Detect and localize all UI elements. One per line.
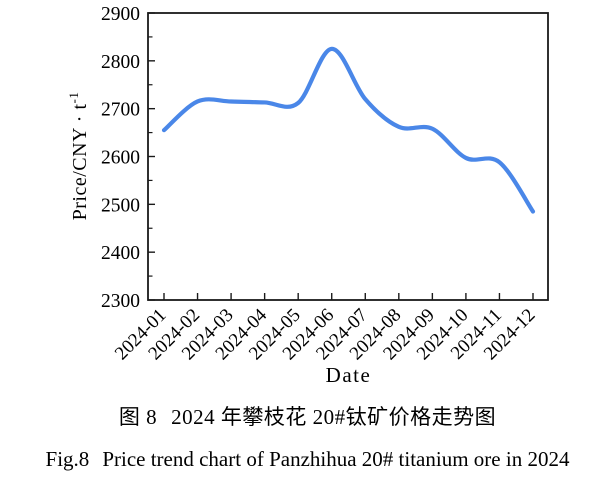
chart-area: 2300 2400 2500 2600 2700 2800 2900 2024-01 2024-… <box>66 4 549 387</box>
y-tick-label: 2700 <box>101 100 140 121</box>
caption-chinese-number: 图 8 <box>118 405 158 429</box>
price-trend-line-chart: 23002400250026002700280029002024-012024-… <box>101 4 549 387</box>
price-series-line <box>161 46 536 214</box>
caption-english-title: Price trend chart of Panzhihua 20# titan… <box>102 447 570 471</box>
y-tick-label: 2900 <box>101 4 140 25</box>
caption-chinese: 图 8 2024 年攀枝花 20#钛矿价格走势图 <box>0 401 615 431</box>
caption-english: Fig.8 Price trend chart of Panzhihua 20# … <box>0 447 615 472</box>
caption-english-number: Fig.8 <box>45 447 90 471</box>
y-tick-label: 2500 <box>101 195 140 216</box>
y-tick-label: 2300 <box>101 291 140 312</box>
y-axis-title: Price/CNY · t-1 <box>66 92 92 221</box>
y-tick-label: 2600 <box>101 148 140 169</box>
y-axis-title-text: Price/CNY · t <box>68 103 91 221</box>
plot-border <box>147 12 549 301</box>
x-axis-title: Date <box>326 363 372 387</box>
y-axis-title-superscript: -1 <box>66 91 82 104</box>
y-tick-label: 2400 <box>101 243 140 264</box>
y-tick-label: 2800 <box>101 52 140 73</box>
caption-chinese-title: 2024 年攀枝花 20#钛矿价格走势图 <box>171 405 497 429</box>
